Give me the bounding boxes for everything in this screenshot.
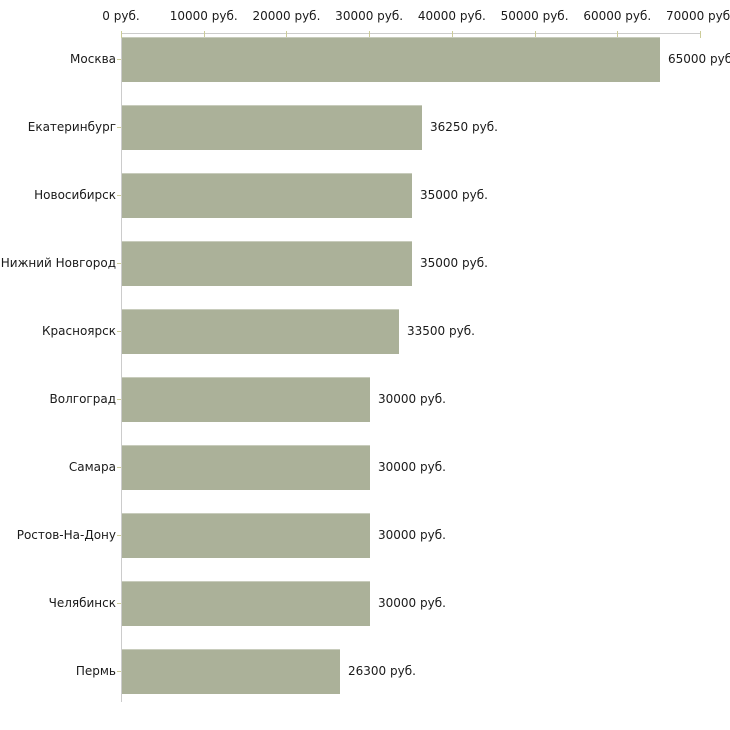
y-axis-tick-mark bbox=[117, 399, 121, 400]
y-axis-tick-mark bbox=[117, 467, 121, 468]
x-axis-tick-label: 50000 руб. bbox=[500, 9, 569, 23]
x-axis-tick-label: 20000 руб. bbox=[252, 9, 321, 23]
value-label: 26300 руб. bbox=[348, 664, 416, 678]
bar bbox=[122, 105, 422, 150]
y-axis-tick-mark bbox=[117, 59, 121, 60]
bar bbox=[122, 581, 370, 626]
value-label: 30000 руб. bbox=[378, 460, 446, 474]
y-axis-tick-mark bbox=[117, 195, 121, 196]
y-axis-tick-mark bbox=[117, 671, 121, 672]
category-label: Самара bbox=[68, 460, 116, 474]
x-axis-tick-mark bbox=[700, 31, 701, 38]
bar bbox=[122, 173, 412, 218]
category-label: Волгоград bbox=[49, 392, 116, 406]
y-axis-tick-mark bbox=[117, 127, 121, 128]
value-label: 35000 руб. bbox=[420, 256, 488, 270]
y-axis-line bbox=[121, 33, 122, 702]
x-axis-tick-mark bbox=[203, 31, 205, 38]
value-label: 33500 руб. bbox=[407, 324, 475, 338]
category-label: Пермь bbox=[75, 664, 116, 678]
bar bbox=[122, 445, 370, 490]
value-label: 30000 руб. bbox=[378, 528, 446, 542]
value-label: 35000 руб. bbox=[420, 188, 488, 202]
y-axis-tick-mark bbox=[117, 263, 121, 264]
x-axis-tick-label: 40000 руб. bbox=[417, 9, 486, 23]
value-label: 65000 руб. bbox=[668, 52, 730, 66]
x-axis-tick-mark bbox=[534, 31, 536, 38]
bar bbox=[122, 649, 340, 694]
value-label: 30000 руб. bbox=[378, 392, 446, 406]
x-axis-tick-label: 0 руб. bbox=[102, 9, 140, 23]
bar bbox=[122, 377, 370, 422]
x-axis-tick-mark bbox=[121, 31, 122, 38]
x-axis-tick-mark bbox=[286, 31, 288, 38]
bar bbox=[122, 309, 399, 354]
x-axis-tick-mark bbox=[617, 31, 619, 38]
x-axis-tick-mark bbox=[369, 31, 371, 38]
x-axis-tick-mark bbox=[451, 31, 453, 38]
category-label: Красноярск bbox=[42, 324, 116, 338]
bar bbox=[122, 513, 370, 558]
x-axis-line bbox=[121, 33, 701, 34]
value-label: 36250 руб. bbox=[430, 120, 498, 134]
x-axis-tick-label: 30000 руб. bbox=[335, 9, 404, 23]
x-axis-tick-label: 70000 руб. bbox=[666, 9, 730, 23]
category-label: Ростов-На-Дону bbox=[16, 528, 116, 542]
y-axis-tick-mark bbox=[117, 331, 121, 332]
bar bbox=[122, 241, 412, 286]
y-axis-tick-mark bbox=[117, 535, 121, 536]
x-axis-tick-label: 10000 руб. bbox=[169, 9, 238, 23]
category-label: Москва bbox=[70, 52, 116, 66]
value-label: 30000 руб. bbox=[378, 596, 446, 610]
y-axis-tick-mark bbox=[117, 603, 121, 604]
category-label: Екатеринбург bbox=[27, 120, 116, 134]
category-label: Новосибирск bbox=[34, 188, 116, 202]
category-label: Челябинск bbox=[48, 596, 116, 610]
category-label: Нижний Новгород bbox=[0, 256, 116, 270]
bar bbox=[122, 37, 660, 82]
x-axis-tick-label: 60000 руб. bbox=[583, 9, 652, 23]
